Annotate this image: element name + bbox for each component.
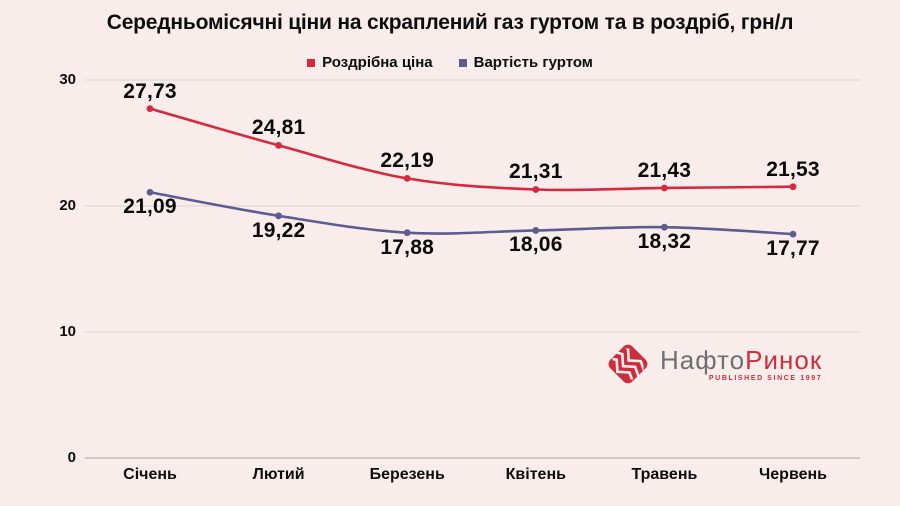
data-point-dot (661, 184, 668, 192)
x-tick-label: Січень (123, 466, 177, 483)
y-tick-label: 20 (59, 197, 76, 214)
data-point-dot (789, 183, 797, 191)
data-value-label: 21,31 (509, 160, 563, 184)
data-point-dot (146, 105, 154, 113)
legend-label-wholesale: Вартість гуртом (473, 54, 593, 71)
logo-tagline: PUBLISHED SINCE 1997 (708, 375, 823, 382)
x-tick-label: Квітень (505, 466, 566, 483)
data-value-label: 19,22 (251, 218, 306, 242)
naftorynok-logo: НафтоРинок PUBLISHED SINCE 1997 (604, 340, 822, 388)
x-tick-label: Лютий (252, 466, 305, 483)
x-tick-label: Травень (631, 466, 698, 483)
data-point-dot (789, 230, 797, 238)
data-point-dot (146, 188, 154, 196)
legend-item-wholesale: Вартість гуртом (458, 54, 593, 71)
logo-text-block: НафтоРинок PUBLISHED SINCE 1997 (660, 346, 822, 382)
series-line-0 (148, 107, 795, 192)
y-tick-label: 0 (67, 449, 76, 466)
data-value-label: 21,09 (123, 195, 177, 219)
y-tick-label: 30 (59, 71, 76, 88)
x-tick-label: Березень (369, 466, 445, 483)
data-value-label: 17,88 (380, 235, 434, 259)
legend-label-retail: Роздрібна ціна (322, 54, 433, 71)
data-value-label: 17,77 (766, 237, 820, 261)
data-point-dot (275, 141, 282, 149)
data-value-label: 27,73 (123, 79, 177, 103)
series-line-1 (148, 190, 795, 236)
data-value-label: 21,53 (766, 157, 820, 181)
y-tick-label: 10 (59, 323, 76, 340)
data-point-dot (661, 223, 668, 231)
data-point-dot (532, 186, 540, 193)
data-point-dot (275, 212, 282, 220)
data-point-dot (403, 229, 411, 237)
logo-name-part1: Нафто (660, 345, 746, 375)
data-value-label: 24,81 (251, 116, 306, 140)
data-point-dot (403, 175, 411, 182)
legend-item-retail: Роздрібна ціна (307, 54, 433, 71)
logo-name-part2: Ринок (745, 345, 823, 375)
logo-name: НафтоРинок (660, 346, 822, 374)
data-value-label: 18,32 (637, 230, 692, 254)
data-value-label: 21,43 (637, 158, 692, 182)
wholesale-series-swatch-icon (458, 58, 467, 67)
chart-title: Середньомісячні ціни на скраплений газ г… (106, 11, 794, 34)
naftorynok-diamond-icon (608, 344, 648, 384)
x-tick-label: Червень (759, 466, 827, 483)
legend: Роздрібна ціна Вартість гуртом (0, 54, 900, 71)
data-value-label: 22,19 (380, 149, 434, 173)
retail-series-swatch-icon (307, 58, 316, 67)
data-value-label: 18,06 (509, 233, 563, 257)
data-point-dot (532, 227, 540, 234)
